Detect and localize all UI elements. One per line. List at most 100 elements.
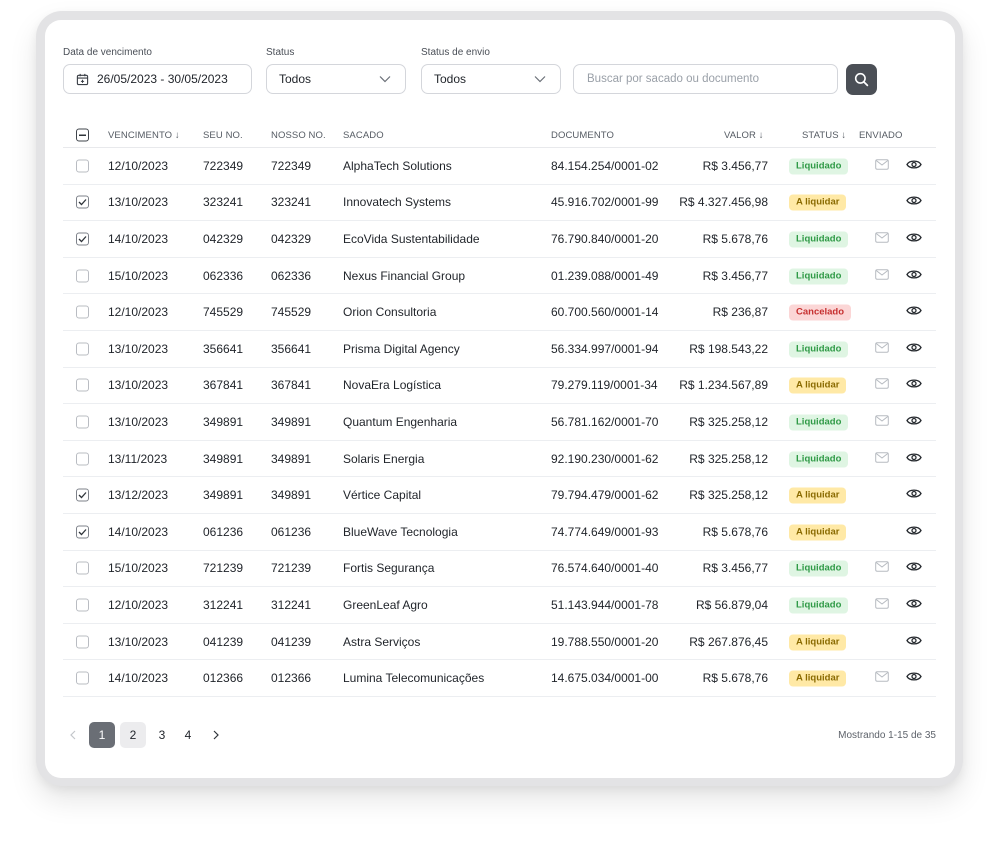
cell-sacado: Solaris Energia	[343, 451, 425, 466]
eye-icon[interactable]	[906, 232, 922, 246]
next-page-button[interactable]	[206, 722, 226, 748]
eye-icon[interactable]	[906, 415, 922, 429]
eye-icon[interactable]	[906, 598, 922, 612]
row-checkbox[interactable]	[76, 671, 89, 685]
table-row[interactable]: 13/10/2023 323241 323241 Innovatech Systems…	[63, 185, 936, 222]
table-row[interactable]: 13/12/2023 349891 349891 Vértice Capital 79.…	[63, 477, 936, 514]
header-vencimento[interactable]: VENCIMENTO ↓	[108, 130, 180, 141]
status-select[interactable]: Todos	[266, 64, 406, 94]
cell-sacado: EcoVida Sustentabilidade	[343, 231, 480, 246]
row-checkbox[interactable]	[76, 488, 89, 502]
mail-icon	[875, 268, 889, 283]
status-badge: Liquidado	[789, 231, 849, 248]
table-row[interactable]: 13/10/2023 349891 349891 Quantum Engenharia…	[63, 404, 936, 441]
cell-nosso-no: 722349	[271, 158, 312, 173]
row-checkbox[interactable]	[76, 159, 89, 173]
row-checkbox[interactable]	[76, 195, 89, 209]
eye-icon[interactable]	[906, 452, 922, 466]
cell-documento: 56.781.162/0001-70	[551, 414, 659, 429]
eye-icon[interactable]	[906, 159, 922, 173]
cell-valor: R$ 3.456,77	[702, 158, 768, 173]
row-checkbox[interactable]	[76, 561, 89, 575]
status-badge: Liquidado	[789, 451, 849, 468]
cell-seu-no: 012366	[203, 671, 244, 686]
eye-icon[interactable]	[906, 269, 922, 283]
header-documento: DOCUMENTO	[551, 130, 615, 141]
eye-icon[interactable]	[906, 195, 922, 209]
eye-icon[interactable]	[906, 561, 922, 575]
header-enviado: ENVIADO	[859, 130, 903, 141]
cell-nosso-no: 349891	[271, 414, 312, 429]
cell-seu-no: 041239	[203, 634, 244, 649]
table-row[interactable]: 12/10/2023 312241 312241 GreenLeaf Agro 51.1…	[63, 587, 936, 624]
cell-nosso-no: 745529	[271, 305, 312, 320]
cell-vencimento: 13/10/2023	[108, 634, 169, 649]
row-checkbox[interactable]	[76, 635, 89, 649]
minus-icon	[79, 134, 86, 136]
cell-seu-no: 042329	[203, 231, 244, 246]
chevron-down-icon	[534, 76, 546, 83]
table-row[interactable]: 14/10/2023 042329 042329 EcoVida Sustentabi…	[63, 221, 936, 258]
prev-page-button[interactable]	[63, 722, 83, 748]
row-checkbox[interactable]	[76, 525, 89, 539]
table-row[interactable]: 13/10/2023 367841 367841 NovaEra Logística 7…	[63, 368, 936, 405]
cell-vencimento: 14/10/2023	[108, 524, 169, 539]
cell-sacado: Innovatech Systems	[343, 195, 452, 210]
row-checkbox[interactable]	[76, 305, 89, 319]
row-checkbox[interactable]	[76, 415, 89, 429]
cell-documento: 74.774.649/0001-93	[551, 524, 659, 539]
page-2-button[interactable]: 2	[120, 722, 146, 748]
send-status-filter-label: Status de envio	[421, 47, 490, 58]
table-row[interactable]: 12/10/2023 745529 745529 Orion Consultoria 6…	[63, 294, 936, 331]
cell-sacado: Quantum Engenharia	[343, 414, 458, 429]
cell-sacado: Orion Consultoria	[343, 305, 437, 320]
eye-icon[interactable]	[906, 378, 922, 392]
table-row[interactable]: 12/10/2023 722349 722349 AlphaTech Solution…	[63, 148, 936, 185]
filter-bar: Data de vencimento 26/05/2023 - 30/05/20…	[63, 47, 937, 97]
row-checkbox[interactable]	[76, 452, 89, 466]
cell-valor: R$ 236,87	[712, 305, 768, 320]
cell-valor: R$ 325.258,12	[689, 451, 768, 466]
date-range-input[interactable]: 26/05/2023 - 30/05/2023	[63, 64, 252, 94]
table-row[interactable]: 13/10/2023 041239 041239 Astra Serviços 19.7…	[63, 624, 936, 661]
cell-sacado: Prisma Digital Agency	[343, 341, 460, 356]
row-checkbox[interactable]	[76, 378, 89, 392]
row-checkbox[interactable]	[76, 269, 89, 283]
header-status[interactable]: STATUS ↓	[802, 130, 847, 141]
table-row[interactable]: 14/10/2023 012366 012366 Lumina Telecomunic…	[63, 660, 936, 697]
eye-icon[interactable]	[906, 342, 922, 356]
row-checkbox[interactable]	[76, 232, 89, 246]
page-1-button[interactable]: 1	[89, 722, 115, 748]
send-status-select[interactable]: Todos	[421, 64, 561, 94]
cell-nosso-no: 349891	[271, 488, 312, 503]
eye-icon[interactable]	[906, 525, 922, 539]
table-row[interactable]: 15/10/2023 721239 721239 Fortis Segurança 76…	[63, 551, 936, 588]
eye-icon[interactable]	[906, 635, 922, 649]
page-3-button[interactable]: 3	[158, 728, 166, 742]
row-checkbox[interactable]	[76, 598, 89, 612]
cell-sacado: AlphaTech Solutions	[343, 158, 452, 173]
cell-documento: 01.239.088/0001-49	[551, 268, 659, 283]
check-icon	[78, 528, 87, 536]
eye-icon[interactable]	[906, 671, 922, 685]
cell-documento: 76.574.640/0001-40	[551, 561, 659, 576]
page-4-button[interactable]: 4	[184, 728, 192, 742]
check-icon	[78, 199, 87, 206]
status-badge: Liquidado	[789, 560, 849, 577]
header-valor[interactable]: VALOR ↓	[724, 130, 764, 141]
eye-icon[interactable]	[906, 305, 922, 319]
table-body: 12/10/2023 722349 722349 AlphaTech Solution…	[63, 148, 936, 697]
search-button[interactable]	[846, 64, 877, 95]
table-row[interactable]: 13/11/2023 349891 349891 Solaris Energia 92.…	[63, 441, 936, 478]
table-row[interactable]: 15/10/2023 062336 062336 Nexus Financial Gr…	[63, 258, 936, 295]
table-row[interactable]: 14/10/2023 061236 061236 BlueWave Tecnologi…	[63, 514, 936, 551]
table-row[interactable]: 13/10/2023 356641 356641 Prisma Digital Age…	[63, 331, 936, 368]
row-checkbox[interactable]	[76, 342, 89, 356]
search-input[interactable]: Buscar por sacado ou documento	[573, 64, 838, 94]
boletos-panel: Data de vencimento 26/05/2023 - 30/05/20…	[45, 20, 955, 778]
select-all-checkbox[interactable]	[76, 128, 89, 142]
date-filter-label: Data de vencimento	[63, 47, 152, 58]
cell-documento: 19.788.550/0001-20	[551, 634, 659, 649]
eye-icon[interactable]	[906, 488, 922, 502]
cell-documento: 76.790.840/0001-20	[551, 231, 659, 246]
